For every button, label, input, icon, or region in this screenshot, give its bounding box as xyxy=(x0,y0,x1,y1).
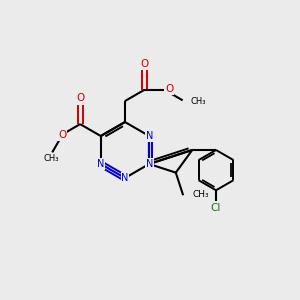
Text: O: O xyxy=(76,93,84,103)
Text: N: N xyxy=(121,173,129,183)
Text: O: O xyxy=(58,130,66,140)
Text: N: N xyxy=(146,159,153,169)
Text: CH₃: CH₃ xyxy=(190,97,206,106)
Text: CH₃: CH₃ xyxy=(43,154,58,163)
Text: Cl: Cl xyxy=(211,203,221,213)
Text: N: N xyxy=(146,131,153,141)
Text: N: N xyxy=(97,159,104,169)
Text: O: O xyxy=(141,59,149,69)
Text: CH₃: CH₃ xyxy=(193,190,209,199)
Text: O: O xyxy=(165,84,173,94)
